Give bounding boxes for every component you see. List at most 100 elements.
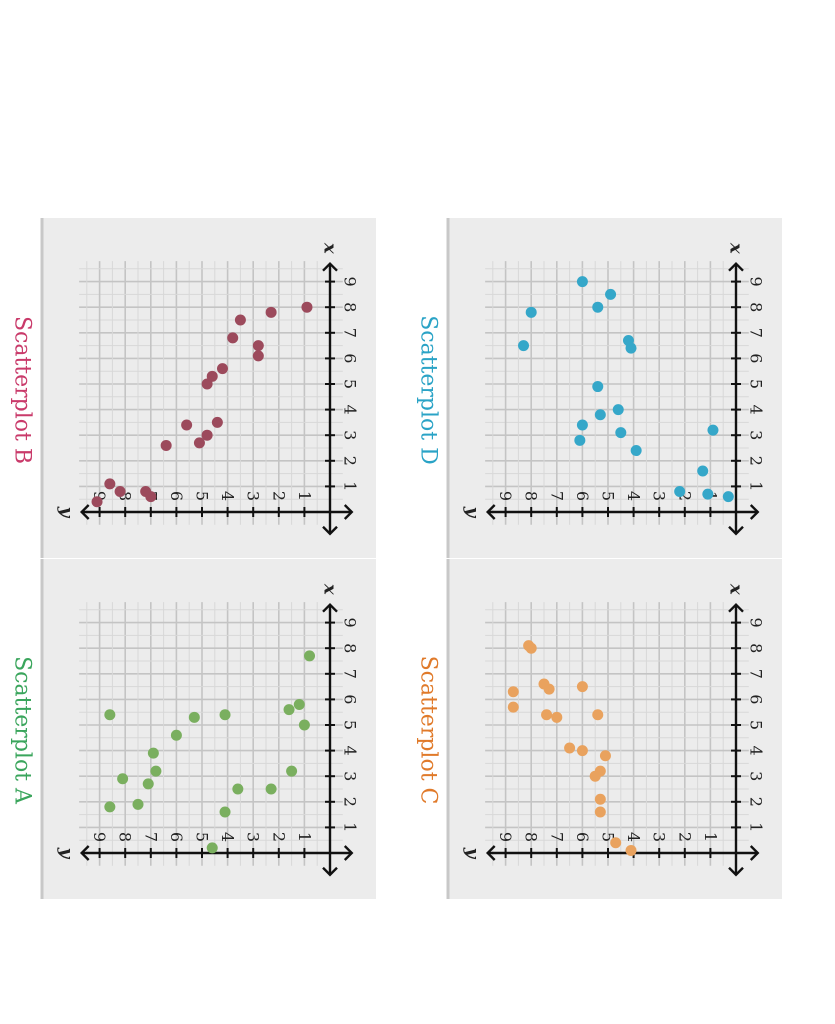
x-tick-label: 5 (341, 379, 360, 389)
x-tick-label: 1 (341, 481, 360, 491)
data-point (507, 701, 519, 713)
y-tick-label: 4 (218, 491, 237, 501)
data-point (265, 783, 277, 795)
chart-title: Scatterplot A (10, 656, 35, 805)
data-point (91, 496, 103, 508)
data-point (234, 314, 246, 326)
chart-title: Scatterplot B (10, 316, 35, 464)
data-point (574, 434, 586, 446)
data-point (594, 793, 606, 805)
y-tick-label: 3 (650, 491, 669, 501)
x-axis-arrow-pos (322, 261, 338, 272)
data-point (232, 783, 244, 795)
y-axis-label: y (56, 506, 77, 519)
data-point (117, 773, 129, 785)
data-point (625, 844, 637, 856)
x-tick-label: 9 (341, 277, 360, 287)
data-point (523, 640, 535, 652)
x-tick-label: 6 (747, 353, 766, 363)
data-point (576, 681, 588, 693)
data-point (206, 370, 218, 382)
x-tick-label: 7 (341, 669, 360, 679)
y-tick-label: 4 (624, 832, 643, 842)
data-point (622, 334, 634, 346)
y-tick-label: 5 (193, 491, 212, 501)
x-axis-label: x (726, 583, 747, 595)
x-axis-arrow-neg (728, 866, 744, 877)
x-tick-label: 7 (341, 328, 360, 338)
data-point (707, 424, 719, 436)
data-point (252, 350, 264, 362)
y-axis-label: y (462, 847, 483, 860)
data-point (304, 650, 316, 662)
data-point (219, 709, 231, 721)
data-point (507, 686, 519, 698)
axes (485, 602, 760, 877)
y-tick-label: 9 (496, 491, 515, 501)
y-tick-label: 2 (269, 491, 288, 501)
data-point (630, 445, 642, 457)
axes (79, 261, 354, 536)
x-axis-arrow-neg (322, 525, 338, 536)
y-tick-label: 7 (547, 491, 566, 501)
data-point (599, 750, 611, 762)
y-axis-arrow-pos (79, 504, 90, 520)
x-tick-label: 4 (747, 405, 766, 415)
y-tick-label: 9 (90, 832, 109, 842)
data-point (605, 288, 617, 300)
y-axis-arrow-neg (749, 845, 760, 861)
data-point (132, 798, 144, 810)
data-point (674, 486, 686, 498)
x-tick-label: 2 (341, 456, 360, 466)
data-point (216, 363, 228, 375)
y-tick-label: 5 (193, 832, 212, 842)
x-tick-label: 2 (341, 797, 360, 807)
x-tick-label: 1 (341, 822, 360, 832)
x-tick-label: 9 (747, 618, 766, 628)
x-tick-label: 2 (747, 797, 766, 807)
data-point (301, 301, 313, 313)
data-point (265, 306, 277, 318)
data-point (193, 437, 205, 449)
data-point (592, 301, 604, 313)
x-tick-label: 3 (341, 771, 360, 781)
y-axis-arrow-pos (485, 845, 496, 861)
axes (79, 602, 354, 877)
data-points (507, 640, 637, 856)
x-tick-label: 8 (341, 302, 360, 312)
x-tick-label: 8 (747, 643, 766, 653)
chart-panel-background (42, 559, 376, 899)
chart-title: Scatterplot D (416, 315, 441, 465)
y-tick-label: 5 (599, 832, 618, 842)
data-point (147, 747, 159, 759)
data-point (612, 404, 624, 416)
y-tick-label: 8 (116, 491, 135, 501)
data-point (541, 709, 553, 721)
y-tick-label: 8 (522, 832, 541, 842)
data-point (592, 381, 604, 393)
y-tick-label: 5 (599, 491, 618, 501)
data-point (722, 491, 734, 503)
x-tick-label: 6 (747, 694, 766, 704)
x-tick-label: 6 (341, 694, 360, 704)
data-point (702, 488, 714, 500)
data-points (91, 301, 313, 508)
grid (79, 602, 343, 866)
x-tick-label: 6 (341, 353, 360, 363)
x-axis-arrow-pos (322, 602, 338, 613)
data-point (219, 806, 231, 818)
y-tick-label: 6 (573, 491, 592, 501)
y-axis-label: y (56, 847, 77, 860)
y-tick-label: 3 (244, 491, 263, 501)
x-tick-label: 4 (341, 405, 360, 415)
data-point (206, 842, 218, 854)
data-point (293, 699, 305, 711)
y-tick-label: 9 (90, 491, 109, 501)
data-point (252, 340, 264, 352)
x-axis-label: x (726, 242, 747, 254)
data-point (142, 778, 154, 790)
